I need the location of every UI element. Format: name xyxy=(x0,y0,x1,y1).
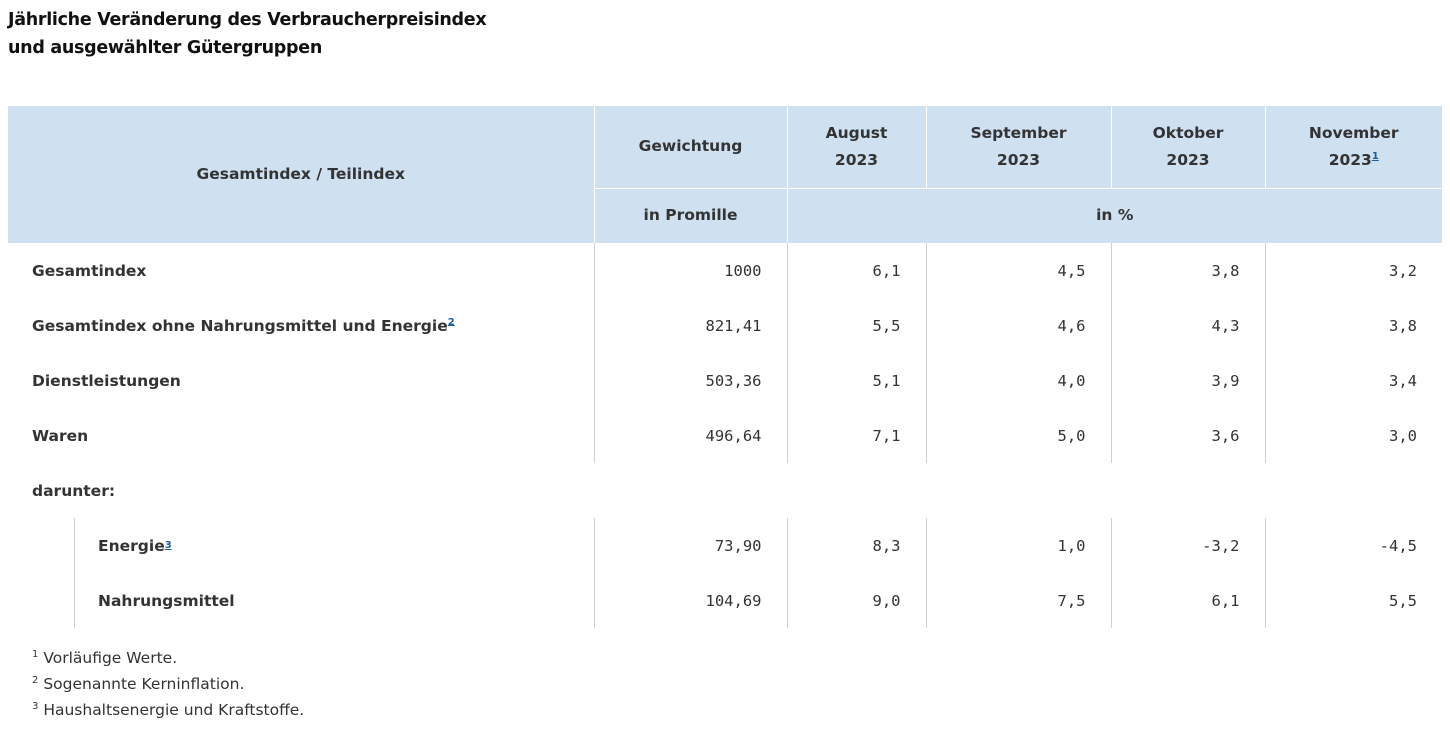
value-cell: 3,2 xyxy=(1264,243,1442,298)
value-cell: 1,0 xyxy=(925,518,1111,573)
weight-cell: 821,41 xyxy=(593,298,787,353)
title-line-1: Jährliche Veränderung des Verbraucherpre… xyxy=(8,10,487,30)
table-row: Dienstleistungen 503,36 5,1 4,0 3,9 3,4 xyxy=(8,353,1442,408)
value-cell: 3,4 xyxy=(1264,353,1442,408)
value-cell: 6,1 xyxy=(786,243,926,298)
header-row: Gesamtindex / Teilindex Gewichtung Augus… xyxy=(8,106,1442,243)
row-label: Energie 3 xyxy=(8,518,594,573)
table-row: Gesamtindex ohne Nahrungsmittel und Ener… xyxy=(8,298,1442,353)
weight-cell: 503,36 xyxy=(593,353,787,408)
header-month-november: November 20231 xyxy=(1264,106,1442,188)
table-title: Jährliche Veränderung des Verbraucherpre… xyxy=(8,6,487,62)
row-label: Nahrungsmittel xyxy=(8,573,594,628)
table-row: Energie 3 73,90 8,3 1,0 -3,2 -4,5 xyxy=(8,518,1442,573)
weight-cell: 73,90 xyxy=(593,518,787,573)
footnote-item: 1 Vorläufige Werte. xyxy=(32,648,178,667)
footnote-link-1[interactable]: 1 xyxy=(1371,150,1379,162)
header-percent-unit: in % xyxy=(786,187,1442,243)
table-row: Waren 496,64 7,1 5,0 3,6 3,0 xyxy=(8,408,1442,463)
table-row: Gesamtindex 1000 6,1 4,5 3,8 3,2 xyxy=(8,243,1442,298)
header-index-label: Gesamtindex / Teilindex xyxy=(8,106,594,243)
header-weight: Gewichtung xyxy=(593,106,787,188)
value-cell: 3,6 xyxy=(1110,408,1265,463)
darunter-label: darunter: xyxy=(32,481,116,500)
footnotes: 1 Vorläufige Werte. 2 Sogenannte Kerninf… xyxy=(32,645,304,723)
value-cell: -3,2 xyxy=(1110,518,1265,573)
value-cell: 5,1 xyxy=(786,353,926,408)
row-label: Dienstleistungen xyxy=(32,371,181,390)
value-cell: 5,5 xyxy=(786,298,926,353)
value-cell: 3,8 xyxy=(1264,298,1442,353)
footnote-link-2[interactable]: 2 xyxy=(447,316,455,328)
value-cell: 3,9 xyxy=(1110,353,1265,408)
row-label: Waren xyxy=(32,426,89,445)
value-cell: 4,6 xyxy=(925,298,1111,353)
header-month-oktober: Oktober 2023 xyxy=(1110,106,1265,188)
footnote-item: 2 Sogenannte Kerninflation. xyxy=(32,674,245,693)
row-label: Gesamtindex ohne Nahrungsmittel und Ener… xyxy=(32,316,455,335)
value-cell: 6,1 xyxy=(1110,573,1265,628)
value-cell: 3,0 xyxy=(1264,408,1442,463)
title-line-2: und ausgewählter Gütergruppen xyxy=(8,38,322,58)
weight-cell: 104,69 xyxy=(593,573,787,628)
value-cell: -4,5 xyxy=(1264,518,1442,573)
weight-cell: 1000 xyxy=(593,243,787,298)
table-row: Nahrungsmittel 104,69 9,0 7,5 6,1 5,5 xyxy=(8,573,1442,628)
value-cell: 5,0 xyxy=(925,408,1111,463)
cpi-table: Gesamtindex / Teilindex Gewichtung Augus… xyxy=(8,106,1442,628)
header-month-august: August 2023 xyxy=(786,106,926,188)
value-cell: 8,3 xyxy=(786,518,926,573)
value-cell: 7,1 xyxy=(786,408,926,463)
unit-row: in Promille in % xyxy=(8,187,1442,243)
value-cell: 5,5 xyxy=(1264,573,1442,628)
footnote-item: 3 Haushaltsenergie und Kraftstoffe. xyxy=(32,700,305,719)
value-cell: 4,3 xyxy=(1110,298,1265,353)
weight-cell: 496,64 xyxy=(593,408,787,463)
darunter-row: darunter: xyxy=(8,463,1442,518)
value-cell: 9,0 xyxy=(786,573,926,628)
header-weight-unit: in Promille xyxy=(593,187,787,243)
row-label: Gesamtindex xyxy=(32,261,147,280)
value-cell: 7,5 xyxy=(925,573,1111,628)
header-month-september: September 2023 xyxy=(925,106,1111,188)
value-cell: 3,8 xyxy=(1110,243,1265,298)
value-cell: 4,5 xyxy=(925,243,1111,298)
value-cell: 4,0 xyxy=(925,353,1111,408)
